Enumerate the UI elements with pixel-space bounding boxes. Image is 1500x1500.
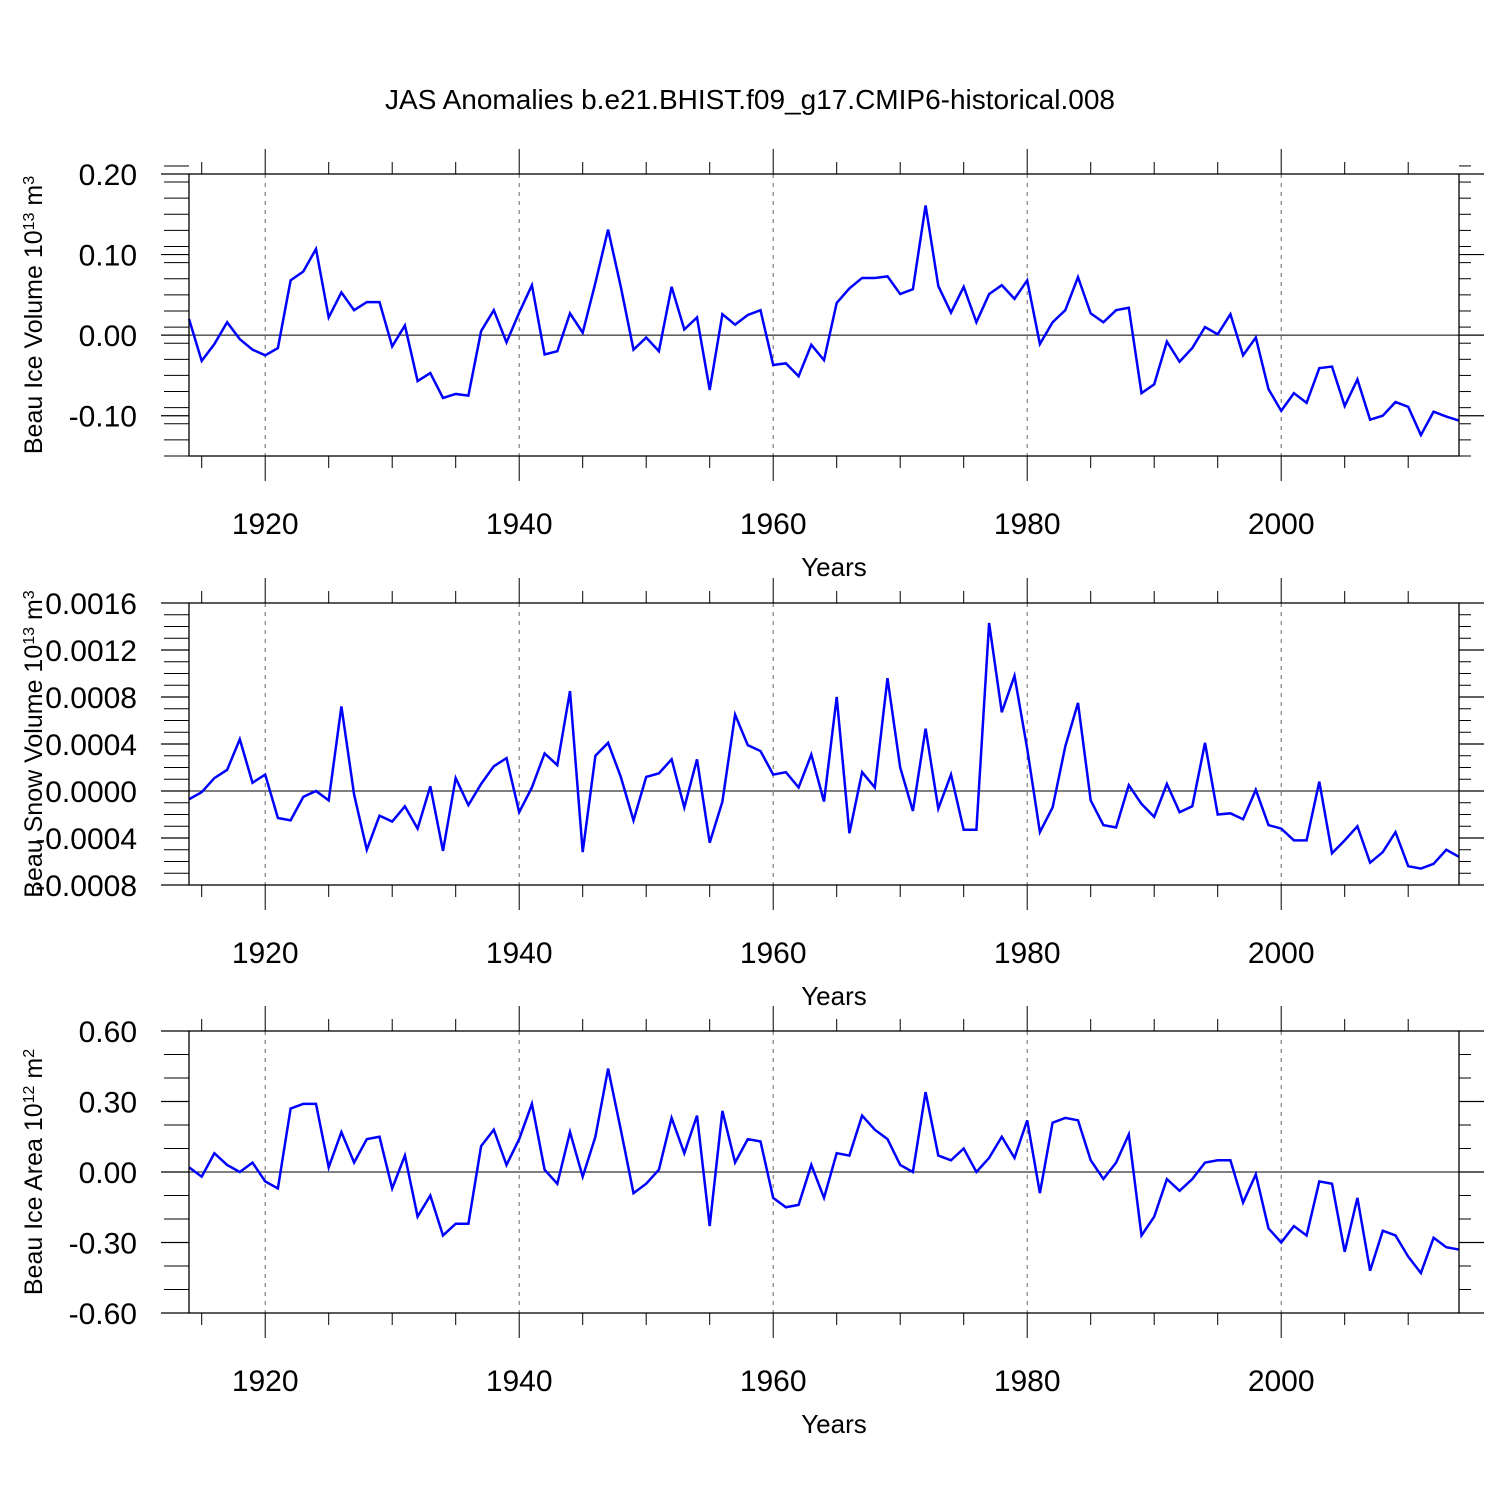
y-tick-label: 0.0000 <box>45 776 137 809</box>
plot-frame <box>188 602 1460 886</box>
series-line <box>188 622 1460 870</box>
y-tick-label: 0.0016 <box>45 588 137 621</box>
panel-beau-ice-area: 1920 1940 1960 1980 2000 Years -0.60 -0.30 0.00 0… <box>20 1006 1484 1439</box>
x-axis-label: Years <box>801 981 867 1011</box>
x-axis-label: Years <box>801 1409 867 1439</box>
x-tick-label: 1980 <box>994 937 1061 970</box>
x-tick-label: 1920 <box>232 937 299 970</box>
y-tick-label: 0.20 <box>79 159 137 192</box>
x-tick-label: 1960 <box>740 508 807 541</box>
panel-beau-ice-volume: 1920 1940 1960 1980 2000 Years -0.10 0.00 0.10 0.… <box>20 149 1484 582</box>
panel-beau-snow-volume: 1920 1940 1960 1980 2000 Years -0.0008 -0.0004 0… <box>20 578 1484 1011</box>
x-tick-label: 2000 <box>1248 937 1315 970</box>
series-line <box>188 1068 1460 1276</box>
series-line <box>187 205 1460 438</box>
x-tick-label: 1980 <box>994 508 1061 541</box>
x-tick-label: 1920 <box>232 1365 299 1398</box>
x-tick-label: 2000 <box>1248 508 1315 541</box>
y-tick-label: 0.0008 <box>45 682 137 715</box>
x-tick-label: 1960 <box>740 937 807 970</box>
y-tick-label: -0.30 <box>69 1228 137 1261</box>
y-tick-label: 0.00 <box>79 320 137 353</box>
x-tick-label: 1920 <box>232 508 299 541</box>
y-tick-label: 0.30 <box>79 1087 137 1120</box>
x-tick-label: 1960 <box>740 1365 807 1398</box>
x-tick-label: 1940 <box>486 508 553 541</box>
y-tick-label: 0.0012 <box>45 635 137 668</box>
x-axis-label: Years <box>801 552 867 582</box>
x-tick-label: 1940 <box>486 1365 553 1398</box>
y-tick-label: -0.0008 <box>35 870 137 903</box>
y-axis-label: Beau Ice Volume 1013 m3 <box>20 176 48 454</box>
y-tick-label: 0.00 <box>79 1157 137 1190</box>
x-tick-label: 1980 <box>994 1365 1061 1398</box>
plot-frame <box>188 173 1460 457</box>
y-tick-label: -0.0004 <box>35 823 137 856</box>
y-tick-label: 0.0004 <box>45 729 137 762</box>
x-tick-label: 2000 <box>1248 1365 1315 1398</box>
y-axis-label: Beau Ice Area 1012 m2 <box>20 1049 48 1295</box>
chart-title: JAS Anomalies b.e21.BHIST.f09_g17.CMIP6-… <box>385 84 1115 115</box>
y-tick-label: 0.60 <box>79 1016 137 1049</box>
y-axis-label: Beau Snow Volume 1013 m3 <box>20 590 48 898</box>
y-tick-label: 0.10 <box>79 240 137 273</box>
x-tick-label: 1940 <box>486 937 553 970</box>
y-tick-label: -0.10 <box>69 401 137 434</box>
y-tick-label: -0.60 <box>69 1298 137 1331</box>
